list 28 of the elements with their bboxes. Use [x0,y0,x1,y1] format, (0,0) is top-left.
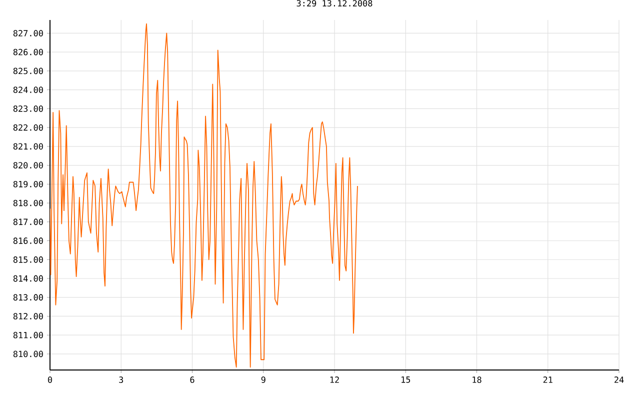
x-tick-label: 12 [330,376,339,383]
x-tick-label: 18 [472,376,482,383]
y-tick-label: 818.00 [13,200,43,206]
x-tick-label: 24 [614,376,624,383]
y-tick-label: 810.00 [13,350,43,358]
x-tick-label: 9 [261,376,266,383]
x-tick-label: 6 [190,376,194,383]
x-tick-label: 3 [119,376,124,383]
y-tick-label: 812.00 [13,313,43,320]
y-tick-label: 824.00 [13,86,43,94]
x-tick-label: 0 [48,376,52,383]
y-tick-label: 817.00 [13,218,43,226]
y-tick-label: 820.00 [13,162,43,168]
x-tick-label: 21 [543,376,552,383]
y-tick-label: 825.00 [13,68,43,74]
y-tick-label: 821.00 [13,143,43,150]
y-tick-label: 815.00 [13,256,43,263]
y-tick-label: 823.00 [13,105,43,112]
y-tick-label: 819.00 [13,180,43,188]
y-tick-label: 813.00 [13,294,43,301]
y-tick-label: 822.00 [13,124,43,131]
y-tick-label: 827.00 [13,30,43,36]
x-tick-label: 15 [402,376,410,383]
y-tick-label: 814.00 [13,275,43,282]
y-tick-label: 826.00 [13,48,43,56]
chart-title: 3:29 13.12.2008 [296,0,372,7]
y-tick-label: 816.00 [13,238,43,244]
y-tick-label: 811.00 [13,332,43,338]
